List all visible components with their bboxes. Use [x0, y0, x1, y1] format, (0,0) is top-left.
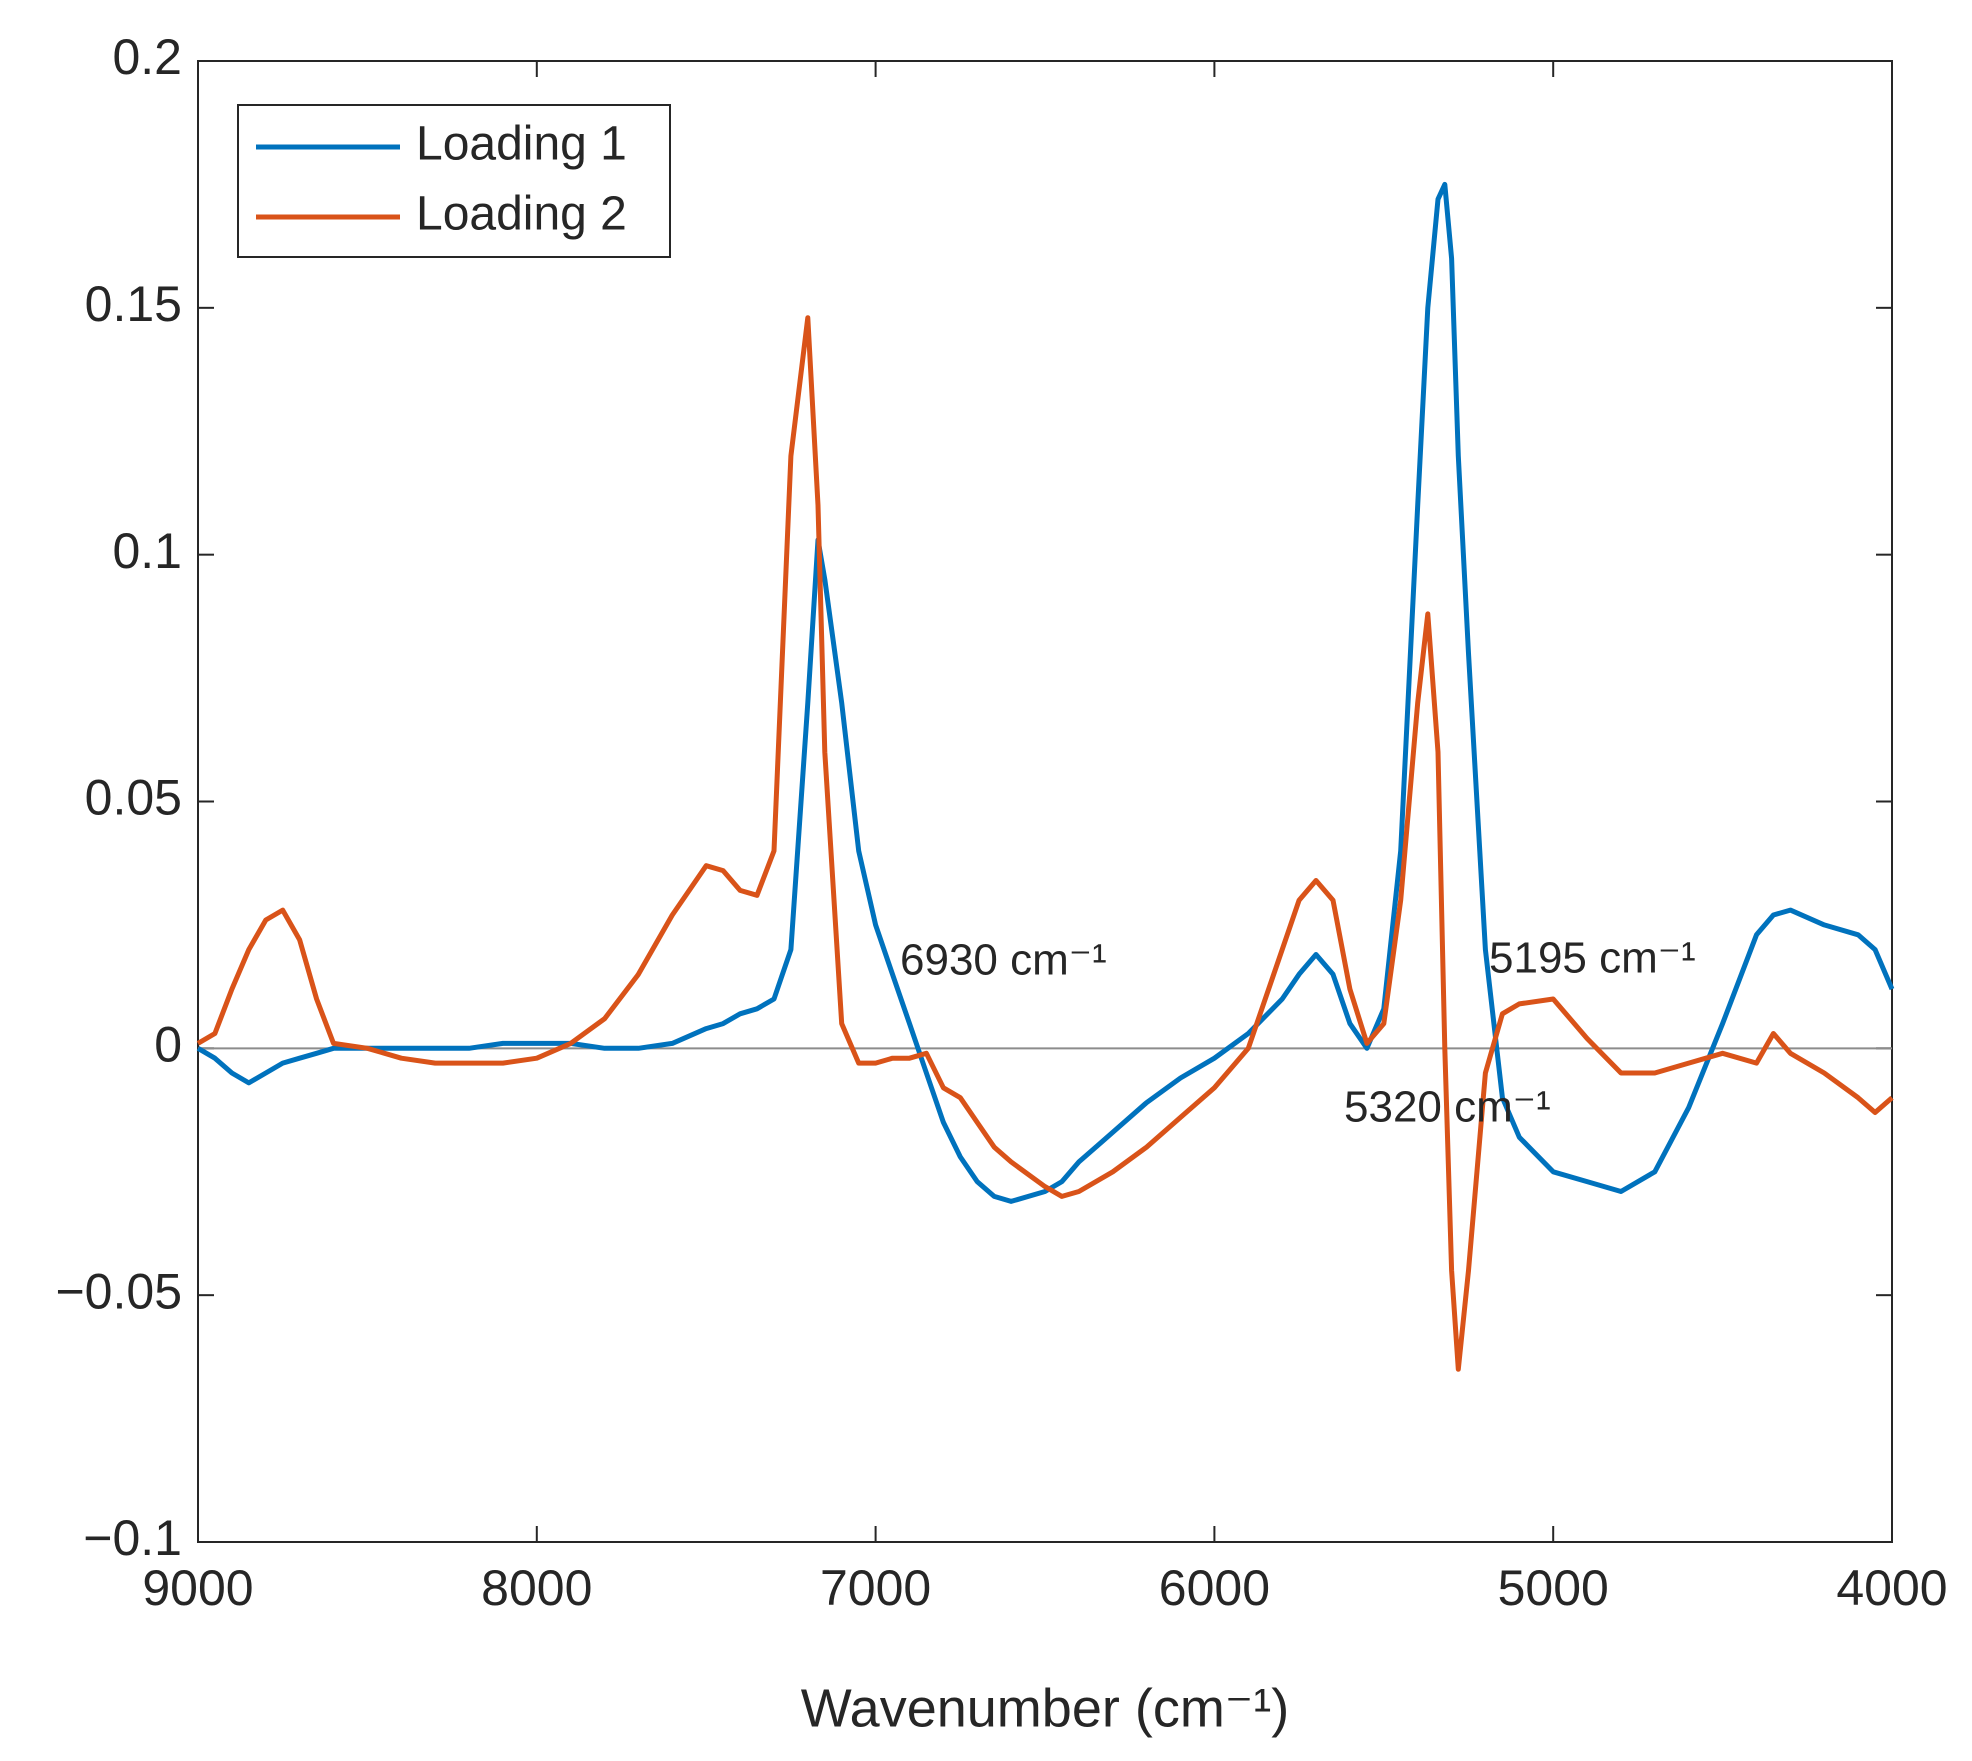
y-tick-label: −0.1: [83, 1510, 182, 1566]
x-tick-label: 4000: [1836, 1560, 1947, 1616]
annotation: 5320 cm⁻¹: [1344, 1083, 1551, 1132]
y-tick-label: 0.2: [112, 29, 182, 85]
x-tick-label: 9000: [142, 1560, 253, 1616]
legend-label: Loading 1: [416, 118, 627, 171]
x-axis-label: Wavenumber (cm⁻¹): [801, 1678, 1290, 1738]
y-tick-label: −0.05: [55, 1263, 182, 1319]
annotation: 5195 cm⁻¹: [1489, 934, 1696, 983]
y-tick-label: 0.1: [112, 523, 182, 579]
y-tick-label: 0: [154, 1017, 182, 1073]
annotation: 6930 cm⁻¹: [900, 936, 1107, 985]
series-line: [196, 315, 1894, 1372]
y-tick-label: 0.05: [85, 770, 182, 826]
x-tick-label: 6000: [1159, 1560, 1270, 1616]
legend-box: [237, 104, 671, 258]
series-line: [196, 181, 1895, 1204]
x-tick-label: 8000: [481, 1560, 592, 1616]
x-tick-label: 7000: [820, 1560, 931, 1616]
y-tick-label: 0.15: [85, 276, 182, 332]
x-tick-label: 5000: [1498, 1560, 1609, 1616]
plot-area: [197, 60, 1893, 1543]
legend-label: Loading 2: [416, 188, 627, 241]
